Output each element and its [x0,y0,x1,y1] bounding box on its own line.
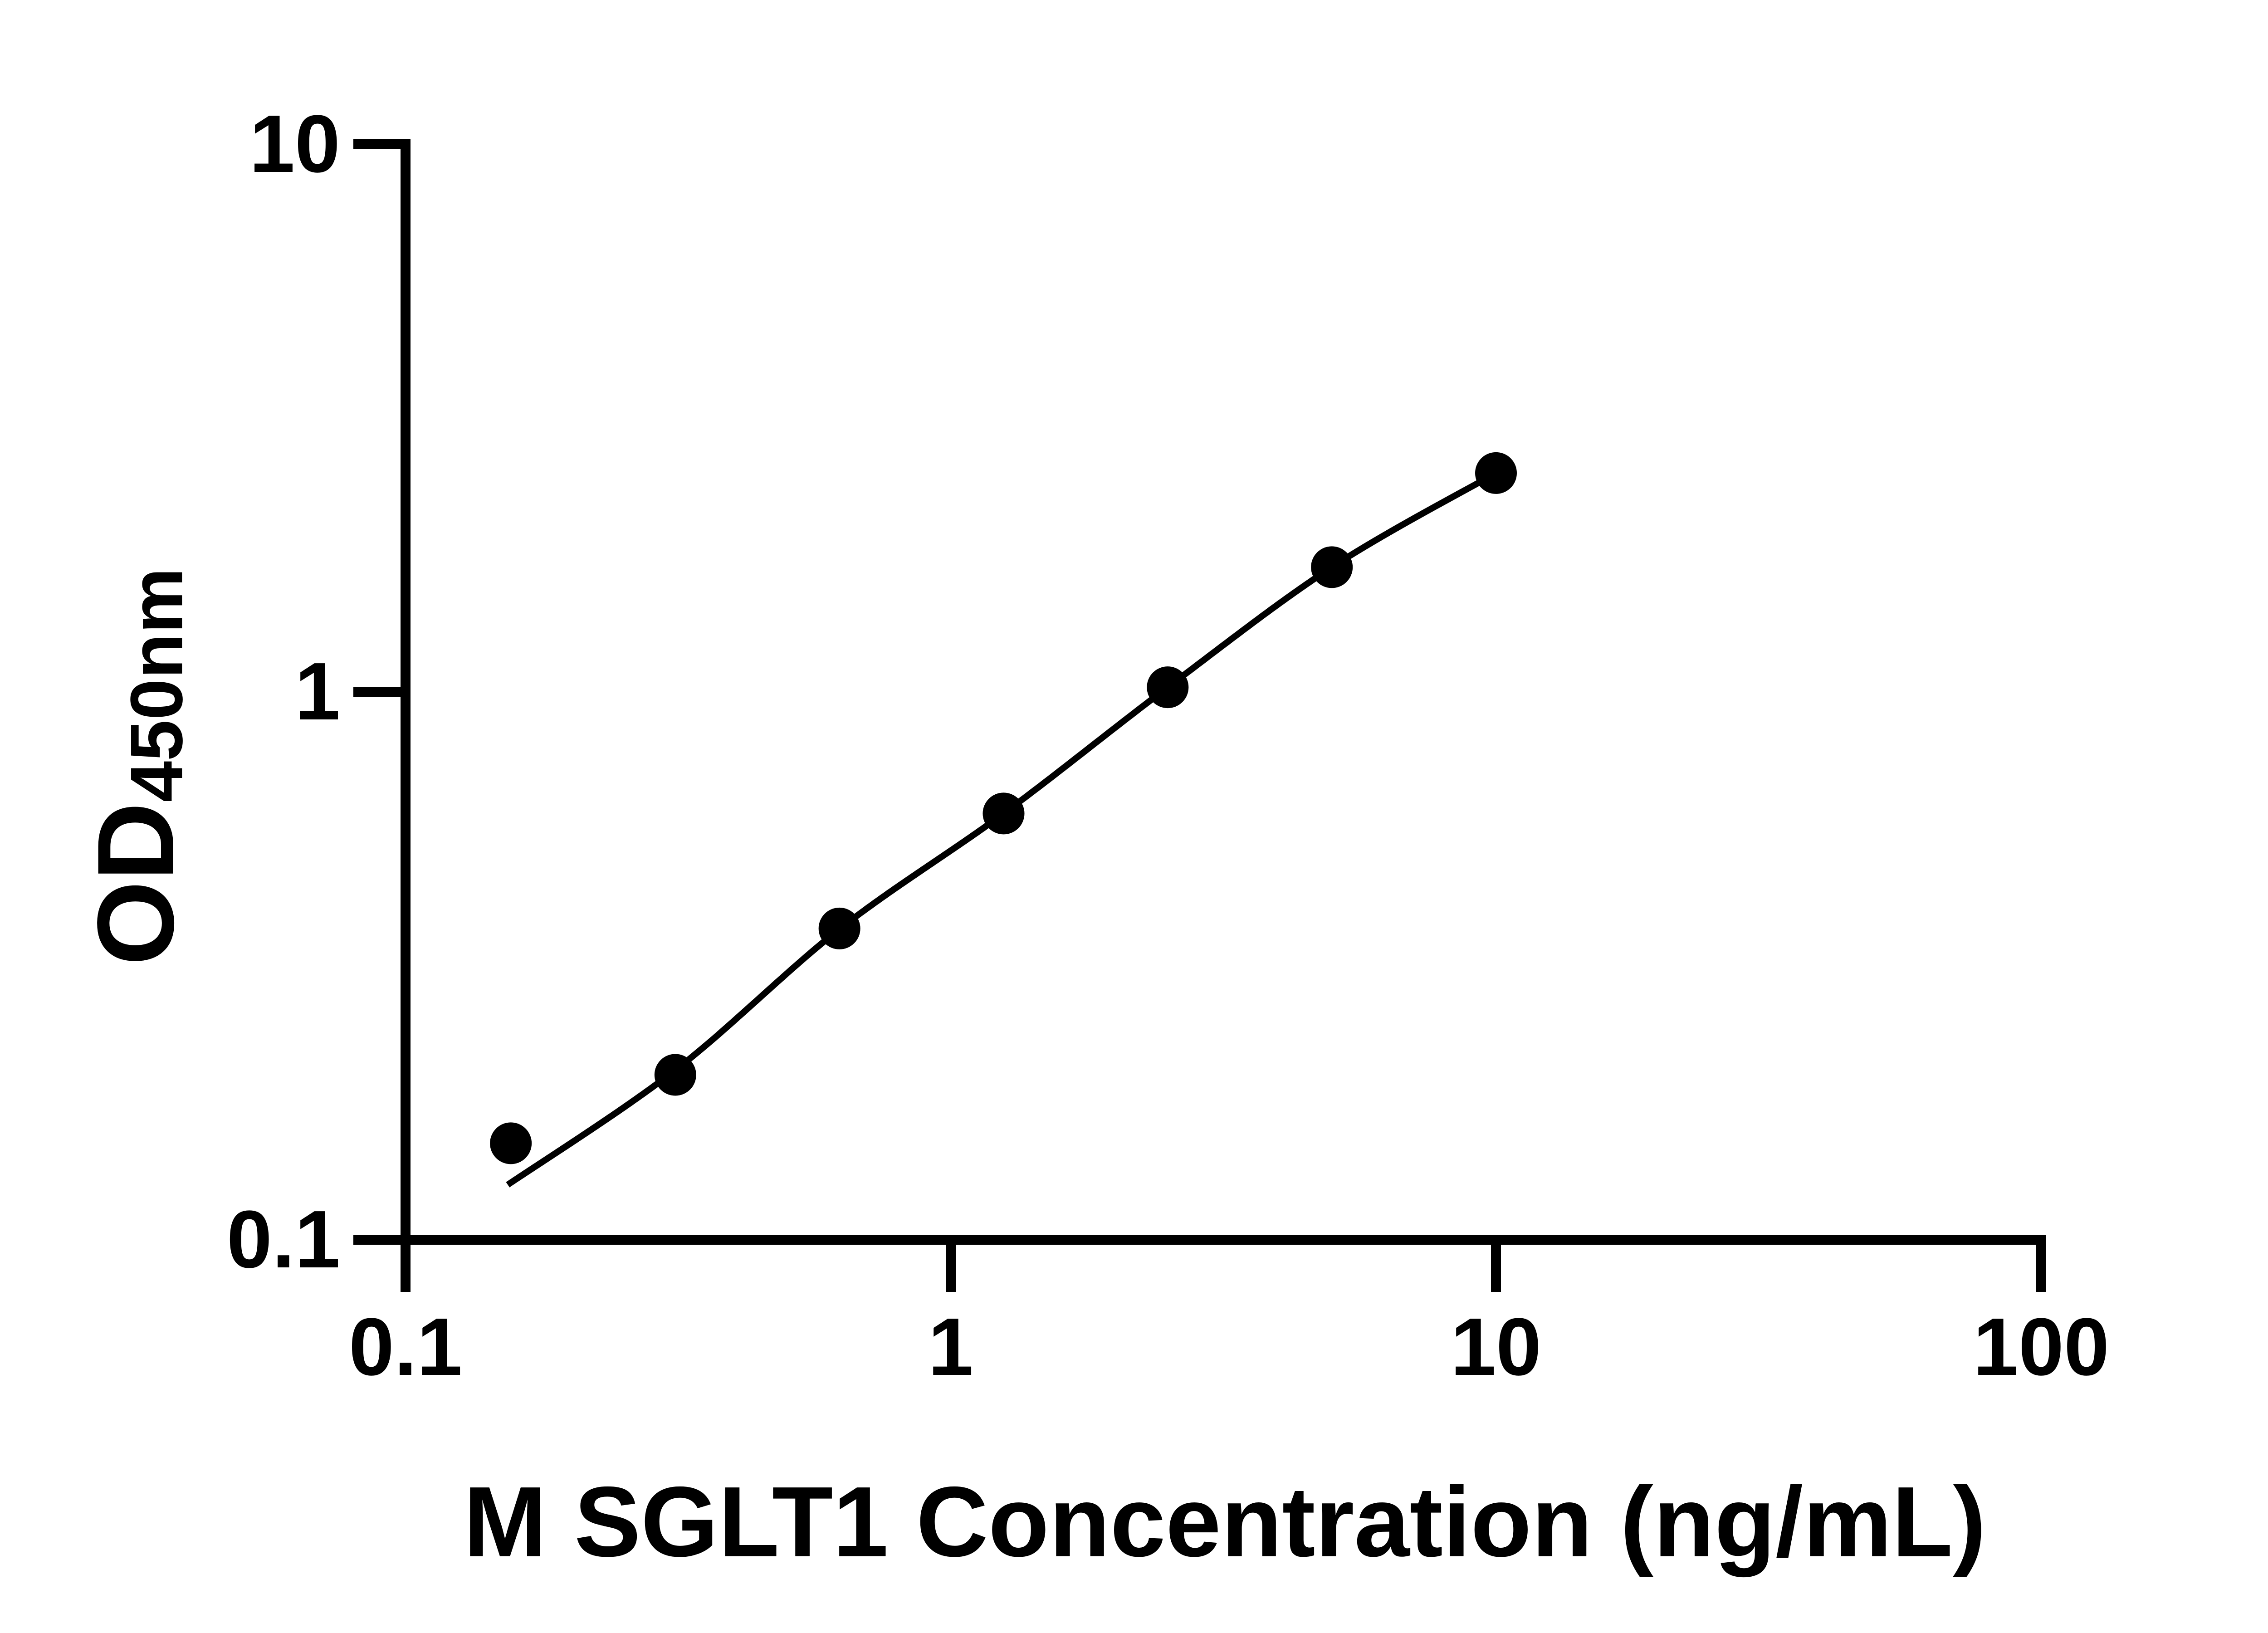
y-tick-label-0-1: 0.1 [226,1194,340,1285]
data-point [654,1054,696,1096]
y-axis-title-subscript: 450nm [115,567,198,802]
x-axis-title: M SGLT1 Concentration (ng/mL) [463,1466,1986,1578]
y-tick-label-10: 10 [249,98,340,190]
y-axis-title-main: OD [74,802,196,966]
y-tick-label-1: 1 [294,646,340,737]
data-point [1475,452,1517,494]
data-point [1147,666,1189,709]
data-point [1311,546,1353,588]
x-tick-label-0-1: 0.1 [348,1301,463,1393]
x-tick-label-1: 1 [928,1301,974,1393]
data-point [490,1122,532,1164]
y-axis-title: OD450nm [73,567,200,965]
data-point [982,792,1025,835]
x-tick-label-100: 100 [1973,1301,2110,1393]
data-point [818,907,860,949]
x-tick-label-10: 10 [1450,1301,1542,1393]
